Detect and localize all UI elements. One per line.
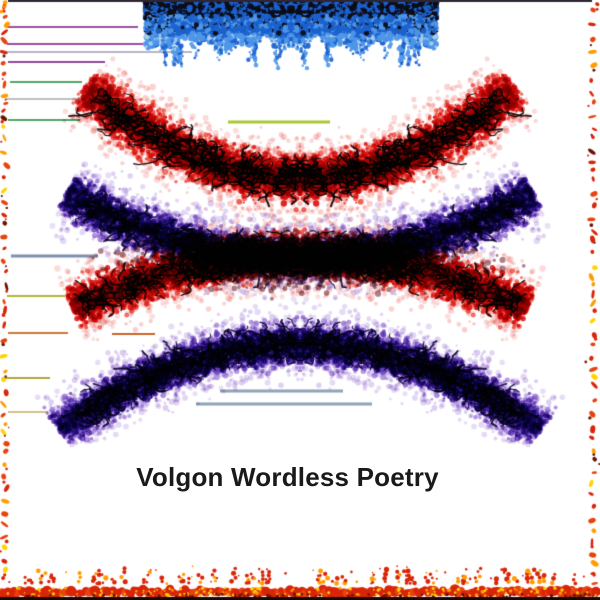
album-title: Volgon Wordless Poetry xyxy=(136,462,439,492)
